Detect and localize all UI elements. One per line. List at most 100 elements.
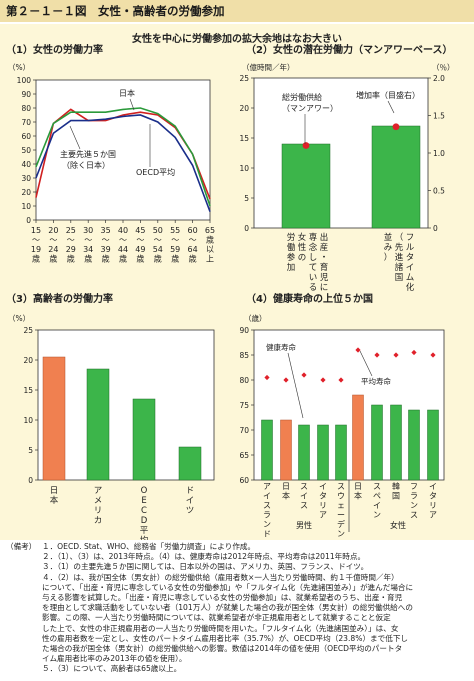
note-label	[6, 552, 42, 562]
panel4-category-label: 国	[392, 492, 400, 501]
panel1-leader	[69, 125, 81, 150]
panel4-dot	[264, 374, 270, 381]
panel1-x-tick-label: 〜	[102, 236, 110, 245]
panel4-category-label: ア	[319, 511, 327, 520]
panel2-category-label: い	[309, 273, 318, 283]
panel2-category-label: （	[395, 232, 404, 243]
panel2-category-label: 産	[320, 242, 329, 253]
panel4-category-label: イ	[429, 482, 437, 491]
panel3-category-label: 平	[140, 526, 149, 536]
panel4-category-label: 本	[282, 491, 290, 501]
panel4-bar	[280, 419, 292, 481]
panel2-unit-right: （％）	[432, 63, 455, 72]
panel4-bar	[352, 394, 364, 481]
panel2-y2-tick-label: 2.0	[433, 74, 445, 83]
panel2-category-label: 諸	[395, 262, 404, 273]
panel1-x-tick-label: 15	[31, 226, 41, 235]
panel4-category-label: ン	[410, 501, 418, 510]
panel1-x-tick-label: 44	[118, 245, 128, 254]
panel4-dot	[430, 352, 436, 358]
panel3-category-label: ツ	[186, 506, 195, 516]
panel4-category-label: イ	[300, 492, 308, 501]
panel1-x-tick-label: 24	[48, 245, 58, 254]
panel3-category-label: メ	[94, 496, 103, 506]
panel1-x-tick-label: 45	[135, 226, 145, 235]
panel1-x-tick-label: 55	[170, 226, 180, 235]
panel4-category-label: リ	[429, 501, 437, 510]
panel4-bar	[427, 409, 439, 481]
panel1-y-tick-label: 50	[21, 146, 31, 155]
panel3-y-tick-label: 15	[23, 386, 33, 395]
panel1-label-oecd: OECD平均	[136, 167, 175, 177]
panel2-category-label: 念	[309, 242, 318, 253]
panel4-category-label: タ	[429, 492, 437, 501]
panel1-x-tick-label: 歳	[32, 254, 40, 264]
panel2-category-label: 並	[384, 232, 393, 243]
panel3-category-label: イ	[186, 496, 195, 506]
panel4-category-label: ン	[263, 520, 271, 529]
panel2-category-label: フ	[406, 233, 415, 243]
panel4-dot	[320, 377, 326, 383]
panel4-category-label: タ	[319, 492, 327, 501]
panel2-category-label: 国	[395, 273, 404, 283]
panel1-label-g5: 主要先進５か国	[60, 149, 116, 159]
figure-subtitle: 女性を中心に労働参加の拡大余地はなお大きい	[132, 34, 342, 45]
panel4-y-tick-label: 60	[239, 476, 249, 485]
panel1-title: （1）女性の労働力率	[6, 43, 103, 56]
panel4-category-label: ス	[300, 501, 308, 510]
panel2-dot	[392, 123, 400, 131]
panel4-category-label: ェ	[337, 501, 345, 510]
panel1-x-tick-label: 〜	[171, 236, 179, 245]
panel1-x-tick-label: 歳	[84, 254, 92, 264]
panel1-x-tick-label: 歳	[49, 254, 57, 264]
panel1-x-tick-label: 歳	[206, 235, 214, 245]
panel4-leader	[287, 352, 304, 419]
panel1-x-tick-label: 〜	[119, 236, 127, 245]
note-text: １．OECD. Stat、WHO、総務省「労働力調査」により作成。	[42, 542, 256, 551]
note-text: ３．（1）の主要先進５か国に関しては、日本以外の国は、アメリカ、英国、フランス、…	[42, 562, 369, 572]
panel2-category-label: 女	[298, 232, 307, 243]
panel3-category-label: 日	[50, 486, 59, 496]
panel1-label-japan: 日本	[119, 88, 135, 98]
panel3-category-label: D	[141, 516, 148, 526]
panel2-bar	[281, 143, 331, 229]
panel4-category-label: ス	[373, 482, 381, 491]
panel1-x-tick-label: 54	[153, 245, 163, 254]
panel3-y-tick-label: 0	[28, 476, 33, 485]
panel4-category-label: ド	[263, 530, 271, 539]
panel2-y2-tick-label: 1.5	[433, 112, 445, 121]
panel4-bar	[390, 404, 402, 481]
note-row: ５．（3）について、高齢者は65歳以上。	[6, 664, 468, 674]
panel2-category-label: 先	[395, 242, 404, 253]
panel4-category-label: ペ	[373, 492, 381, 501]
panel4-category-label: イ	[373, 501, 381, 510]
panel2-y-tick-label: 15	[239, 134, 249, 143]
panel4-category-label: イ	[319, 482, 327, 491]
panel2-category-label: イ	[406, 263, 415, 273]
note-text: ４．（2）は、我が国全体（男女計）の総労働供給（雇用者数×一人当たり労働時間、約…	[42, 572, 414, 664]
panel2-bar	[371, 125, 421, 229]
panel2-category-label: ム	[406, 273, 415, 283]
panel4-category-label: リ	[319, 501, 327, 510]
panel4-category-label: ン	[337, 530, 345, 539]
note-row: （備考） １．OECD. Stat、WHO、総務省「労働力調査」により作成。	[6, 542, 468, 552]
panel3-category-label: リ	[94, 506, 103, 516]
panel4-dot	[338, 377, 344, 383]
panel1-x-tick-label: 65	[205, 226, 215, 235]
note-label	[6, 664, 42, 674]
panel4-y-tick-label: 70	[239, 426, 249, 435]
panel3-bar	[42, 356, 66, 481]
panel3-category-label: 均	[140, 535, 149, 540]
panel4-category-label: ア	[429, 511, 437, 520]
panel2-y2-tick-label: 0	[433, 224, 438, 233]
panel2-category-label: 化	[406, 282, 415, 293]
panel1-x-tick-label: 上	[206, 255, 214, 264]
panel4-bar	[261, 419, 273, 481]
panel2-category-label: ）	[384, 252, 393, 263]
panel2-y-tick-label: 0	[244, 224, 249, 233]
panel1-y-tick-label: 70	[21, 118, 31, 127]
panel4-group-label: 女性	[390, 520, 406, 530]
panel3-category-label: E	[141, 496, 146, 506]
panel4-category-label: ラ	[263, 511, 271, 520]
